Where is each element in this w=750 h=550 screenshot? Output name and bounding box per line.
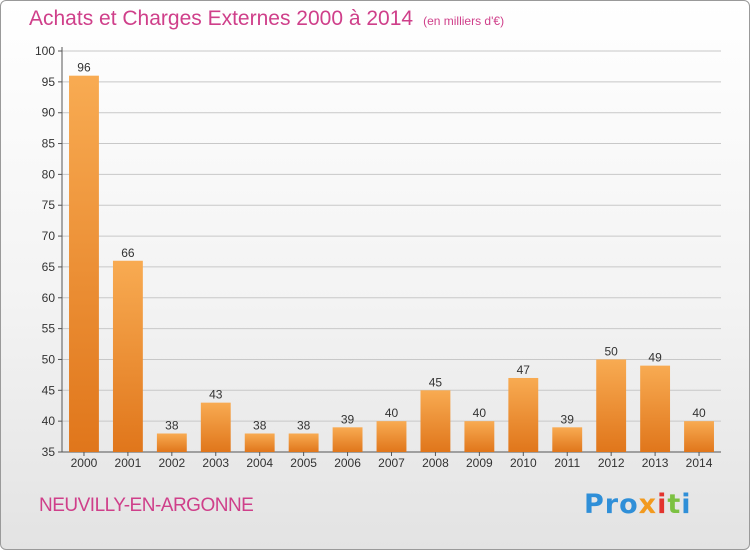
x-tick-label-2011: 2011 bbox=[554, 456, 580, 470]
bars bbox=[69, 75, 714, 452]
x-tick-label-2012: 2012 bbox=[598, 456, 625, 470]
data-label-2000: 96 bbox=[77, 61, 91, 75]
data-label-2002: 38 bbox=[165, 418, 179, 432]
y-tick-label: 40 bbox=[42, 414, 56, 428]
bar-2007 bbox=[376, 421, 407, 452]
bar-2002 bbox=[156, 433, 187, 452]
bar-2005 bbox=[288, 433, 319, 452]
data-label-2011: 39 bbox=[561, 412, 575, 426]
city-name: NEUVILLY-EN-ARGONNE bbox=[39, 495, 254, 516]
x-tick-label-2002: 2002 bbox=[158, 456, 185, 470]
data-label-2010: 47 bbox=[517, 363, 531, 377]
x-tick-label-2007: 2007 bbox=[378, 456, 405, 470]
bar-2003 bbox=[200, 402, 231, 452]
y-tick-label: 100 bbox=[35, 44, 55, 58]
x-tick-label-2010: 2010 bbox=[510, 456, 537, 470]
x-tick-label-2003: 2003 bbox=[202, 456, 229, 470]
proxiti-logo: Proxiti bbox=[584, 489, 692, 520]
bar-2010 bbox=[508, 377, 539, 452]
data-label-2008: 45 bbox=[429, 375, 443, 389]
y-tick-label: 75 bbox=[42, 198, 56, 212]
logo-part-i: i bbox=[657, 489, 668, 520]
y-tick-label: 95 bbox=[42, 75, 56, 89]
x-tick-label-2013: 2013 bbox=[642, 456, 669, 470]
logo-part-t: t bbox=[667, 489, 682, 520]
x-tick-label-2014: 2014 bbox=[686, 456, 713, 470]
y-tick-label: 70 bbox=[42, 229, 56, 243]
bar-2008 bbox=[420, 390, 451, 452]
logo-part-pro: Pro bbox=[584, 489, 639, 520]
data-label-2006: 39 bbox=[341, 412, 355, 426]
data-label-2012: 50 bbox=[604, 344, 618, 358]
x-tick-label-2001: 2001 bbox=[115, 456, 142, 470]
bar-2000 bbox=[69, 75, 99, 452]
data-label-2005: 38 bbox=[297, 418, 311, 432]
y-tick-label: 35 bbox=[42, 445, 56, 459]
y-tick-label: 65 bbox=[42, 260, 56, 274]
logo-part-i2: i bbox=[681, 489, 692, 520]
y-tick-label: 60 bbox=[42, 291, 56, 305]
bar-2001 bbox=[112, 260, 143, 452]
data-label-2009: 40 bbox=[473, 406, 487, 420]
bar-2012 bbox=[596, 359, 627, 452]
bar-2013 bbox=[640, 365, 671, 452]
data-label-2013: 49 bbox=[648, 351, 662, 365]
y-tick-label: 55 bbox=[42, 322, 56, 336]
y-tick-label: 85 bbox=[42, 137, 56, 151]
y-tick-label: 45 bbox=[42, 383, 56, 397]
data-label-2003: 43 bbox=[209, 388, 223, 402]
chart-subtitle: (en milliers d'€) bbox=[423, 14, 505, 28]
x-tick-label-2000: 2000 bbox=[71, 456, 98, 470]
chart-title: Achats et Charges Externes 2000 à 2014 (e… bbox=[29, 7, 504, 31]
bar-2014 bbox=[684, 421, 714, 452]
data-label-2007: 40 bbox=[385, 406, 399, 420]
data-label-2014: 40 bbox=[692, 406, 706, 420]
data-label-2001: 66 bbox=[121, 246, 135, 260]
x-tick-label-2008: 2008 bbox=[422, 456, 449, 470]
x-tick-label-2004: 2004 bbox=[246, 456, 273, 470]
x-tick-label-2006: 2006 bbox=[334, 456, 361, 470]
bar-2011 bbox=[552, 427, 583, 452]
y-tick-label: 90 bbox=[42, 106, 56, 120]
x-tick-label-2005: 2005 bbox=[290, 456, 317, 470]
bar-2004 bbox=[244, 433, 275, 452]
data-label-2004: 38 bbox=[253, 418, 267, 432]
y-tick-label: 80 bbox=[42, 167, 56, 181]
chart-title-text: Achats et Charges Externes 2000 à 2014 bbox=[29, 7, 414, 30]
bar-2006 bbox=[332, 427, 363, 452]
labels: 96 2000 66 2001 38 2002 43 2003 38 2004 38 2005 39 20… bbox=[71, 61, 713, 470]
bar-2009 bbox=[464, 421, 495, 452]
logo-part-x: x bbox=[638, 489, 658, 520]
y-tick-label: 50 bbox=[42, 352, 56, 366]
x-tick-label-2009: 2009 bbox=[466, 456, 493, 470]
